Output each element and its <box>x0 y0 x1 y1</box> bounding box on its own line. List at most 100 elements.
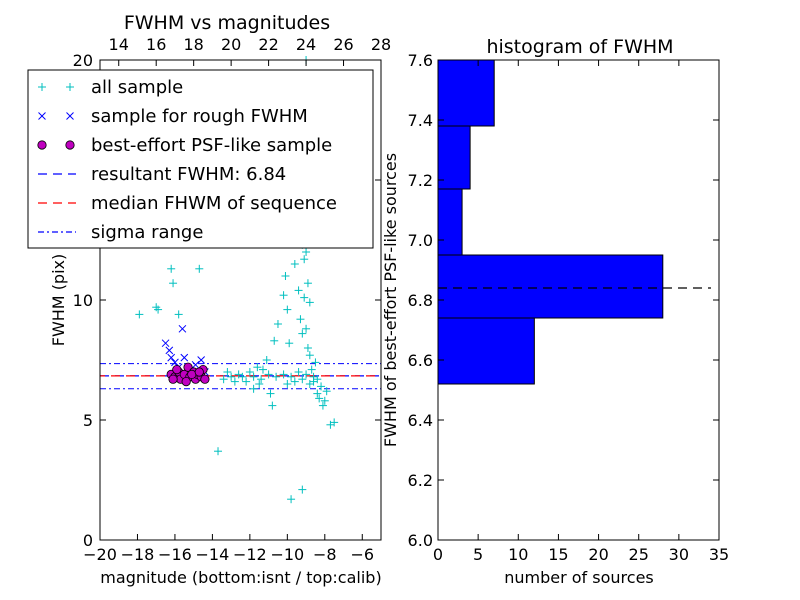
top-x-tick-label: 24 <box>296 35 316 54</box>
legend-label: sample for rough FWHM <box>91 106 308 127</box>
all-sample-point <box>283 305 292 314</box>
x-b <box>197 356 206 364</box>
all-sample-point <box>305 380 314 388</box>
all-sample-point <box>262 356 271 364</box>
x-tick-label: −20 <box>83 545 117 564</box>
all-sample-point <box>313 375 322 384</box>
top-x-tick-label: 16 <box>146 35 166 54</box>
scatter-title: FWHM vs magnitudes <box>124 12 330 34</box>
legend-marker <box>38 83 46 91</box>
x-tick-label: 0 <box>433 545 443 564</box>
scatter-x-axis: −20 −18 −16 −14 −12 −10 −8 −6 <box>83 534 374 564</box>
all-sample-point <box>245 368 254 376</box>
scatter-reference-lines <box>100 363 381 390</box>
psf-like-point <box>172 364 182 375</box>
all-sample-point <box>311 358 320 367</box>
legend-marker <box>66 83 74 91</box>
psf-like-point <box>168 374 178 384</box>
all-sample-point <box>298 485 307 494</box>
x-b <box>165 346 174 355</box>
y-tick-label: 7.2 <box>408 171 433 190</box>
x-b <box>161 339 170 348</box>
all-sample-point <box>305 298 314 307</box>
y-tick-label: 6.8 <box>408 291 433 310</box>
scatter-top-x-axis: 14 16 18 20 22 24 26 28 <box>109 35 391 66</box>
all-sample-point <box>303 344 312 352</box>
all-sample-point <box>302 248 311 256</box>
x-b <box>38 112 46 120</box>
legend-entry: all sample <box>38 77 183 98</box>
rough-fwhm-point <box>167 353 176 362</box>
y-tick-label: 6.6 <box>408 351 433 370</box>
legend-box <box>27 69 374 249</box>
all-sample-point <box>318 401 327 410</box>
all-sample-point <box>298 329 307 338</box>
y-tick-label: 6.4 <box>408 411 433 430</box>
y-tick-label: 0 <box>83 531 93 550</box>
all-sample-point <box>290 377 299 386</box>
x-tick-label: −14 <box>196 545 230 564</box>
rough-fwhm-point <box>165 346 174 355</box>
all-sample-point <box>285 339 294 348</box>
all-sample-point <box>320 396 329 405</box>
all-sample-point <box>258 365 267 374</box>
histogram-panel: 0 5 10 15 20 25 30 35 6.0 6.2 6.4 6.6 6.8 7.0 7.2 7.4 7… <box>381 36 729 587</box>
y-tick-label: 20 <box>73 51 93 70</box>
all-sample-point <box>238 372 247 381</box>
y-tick-label: 6.0 <box>408 531 433 550</box>
top-x-tick-label: 14 <box>109 35 129 54</box>
legend-entry: best-effort PSF-like sample <box>37 135 332 156</box>
all-sample-point <box>305 351 314 360</box>
legend-entry: sigma range <box>38 222 203 243</box>
all-sample-point <box>313 389 322 398</box>
x-tick-label: −6 <box>350 545 374 564</box>
all-sample-point <box>214 447 223 456</box>
rough-fwhm-point <box>197 356 206 364</box>
psf-like-point <box>200 374 210 384</box>
legend-marker <box>66 112 74 120</box>
all-sample-point <box>135 310 144 319</box>
scatter-panel: −20 −18 −16 −14 −12 −10 −8 −6 14 16 18 20 22 24 26 28 … <box>27 12 391 587</box>
all-sample-point <box>249 372 258 381</box>
scatter-x-label: magnitude (bottom:isnt / top:calib) <box>100 568 381 587</box>
x-tick-label: −8 <box>313 545 337 564</box>
scatter-legend: all sample sample for rough FWHM best-effo… <box>27 69 374 249</box>
y-tick-label: 6.2 <box>408 471 433 490</box>
legend-marker <box>38 112 46 120</box>
all-sample-point <box>287 372 296 381</box>
all-sample-point <box>249 384 258 393</box>
x-tick-label: 5 <box>473 545 483 564</box>
all-sample-point <box>279 291 288 300</box>
x-tick-label: 35 <box>709 545 729 564</box>
all-sample-point <box>283 380 292 388</box>
all-sample-point <box>154 305 163 314</box>
y-tick-label: 7.4 <box>408 111 433 130</box>
rough-fwhm-point <box>178 324 187 333</box>
x-tick-label: 25 <box>629 545 649 564</box>
x-tick-label: −12 <box>233 545 267 564</box>
all-sample-point <box>195 264 204 273</box>
all-sample-point <box>302 370 311 379</box>
all-sample-point <box>315 394 324 403</box>
all-sample-point <box>300 293 309 302</box>
all-sample-point <box>230 377 239 386</box>
all-sample-point <box>227 372 236 381</box>
x-b <box>167 353 176 362</box>
histogram-y-axis: 6.0 6.2 6.4 6.6 6.8 7.0 7.2 7.4 7.6 <box>408 51 719 550</box>
all-sample-point <box>272 372 281 381</box>
x-b <box>171 358 179 367</box>
legend-label: best-effort PSF-like sample <box>91 135 332 156</box>
all-sample-point <box>317 382 326 391</box>
y-tick-label: 7.6 <box>408 51 433 70</box>
all-sample-point <box>302 324 311 333</box>
top-x-tick-label: 28 <box>371 35 391 54</box>
all-sample-point <box>169 279 178 288</box>
x-tick-label: 20 <box>588 545 608 564</box>
psf-like-point <box>181 376 191 387</box>
histogram-bars <box>437 59 664 385</box>
histogram-x-axis: 0 5 10 15 20 25 30 35 <box>433 60 729 564</box>
all-sample-point <box>330 418 339 427</box>
legend-entry: median FHWM of sequence <box>38 193 337 214</box>
x-b <box>178 324 187 333</box>
